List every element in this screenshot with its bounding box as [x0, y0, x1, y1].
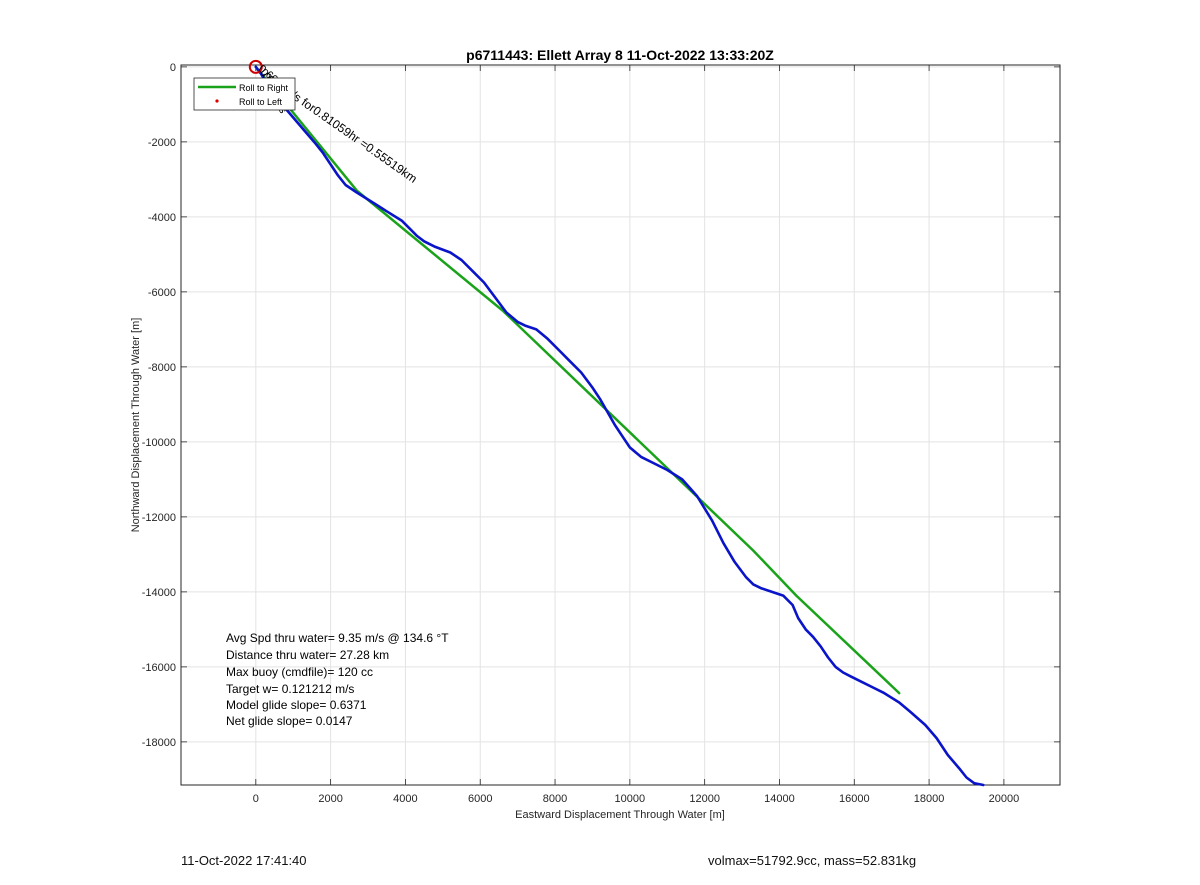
straight-track-line: [254, 65, 901, 695]
start-marker: [248, 59, 263, 74]
glider-track-line: [254, 65, 985, 787]
x-tick-label: 6000: [468, 793, 492, 805]
y-tick-label: 0: [170, 62, 176, 74]
x-tick-label: 12000: [689, 793, 720, 805]
y-tick-label: -6000: [148, 287, 176, 299]
legend-box: [193, 77, 296, 111]
x-tick-label: 20000: [989, 793, 1020, 805]
x-tick-label: 18000: [914, 793, 945, 805]
grid-lines: [181, 65, 1060, 785]
legend-entry-right: Roll to Right: [239, 83, 289, 93]
x-tick-label: 16000: [839, 793, 870, 805]
segment-speed-label: m/s for0.81059hr =0.55519km: [280, 82, 419, 185]
x-tick-label: 4000: [393, 793, 417, 805]
y-tick-label: -16000: [142, 662, 176, 674]
y-tick-label: -12000: [142, 512, 176, 524]
y-axis-label: Northward Displacement Through Water [m]: [130, 318, 142, 533]
marker-layer: [248, 59, 263, 74]
chart-title: p6711443: Ellett Array 8 11-Oct-2022 13:…: [466, 47, 774, 63]
annotation-line: Avg Spd thru water= 9.35 m/s @ 134.6 °T: [226, 631, 449, 645]
y-tick-label: -8000: [148, 362, 176, 374]
annotation-line: Net glide slope= 0.0147: [226, 714, 353, 728]
x-tick-label: 8000: [543, 793, 567, 805]
y-tick-label: -4000: [148, 212, 176, 224]
axes-box: [180, 64, 1061, 786]
footer-timestamp: 11-Oct-2022 17:41:40: [181, 853, 307, 868]
annotation-line: Max buoy (cmdfile)= 120 cc: [226, 665, 373, 679]
legend: Roll to Right Roll to Left: [193, 77, 296, 111]
legend-entry-left: Roll to Left: [239, 97, 283, 107]
y-tick-label: -14000: [142, 587, 176, 599]
y-tick-label: -10000: [142, 437, 176, 449]
summary-annotation: Avg Spd thru water= 9.35 m/s @ 134.6 °T …: [226, 631, 449, 728]
annotation-line: Distance thru water= 27.28 km: [226, 648, 389, 662]
annotation-line: Model glide slope= 0.6371: [226, 698, 367, 712]
x-axis-label: Eastward Displacement Through Water [m]: [515, 809, 725, 821]
x-tick-label: 0: [253, 793, 259, 805]
axis-ticks: 0 2000 4000 6000 8000 10000 12000 14000 16000 180…: [142, 62, 1060, 805]
x-tick-label: 10000: [615, 793, 646, 805]
series-layer: [254, 65, 985, 787]
legend-dot-swatch: [215, 99, 219, 103]
y-tick-label: -18000: [142, 737, 176, 749]
x-tick-label: 14000: [764, 793, 795, 805]
footer-volmax-mass: volmax=51792.9cc, mass=52.831kg: [708, 853, 917, 868]
x-tick-label: 2000: [318, 793, 342, 805]
y-tick-label: -2000: [148, 137, 176, 149]
annotation-line: Target w= 0.121212 m/s: [226, 682, 354, 696]
